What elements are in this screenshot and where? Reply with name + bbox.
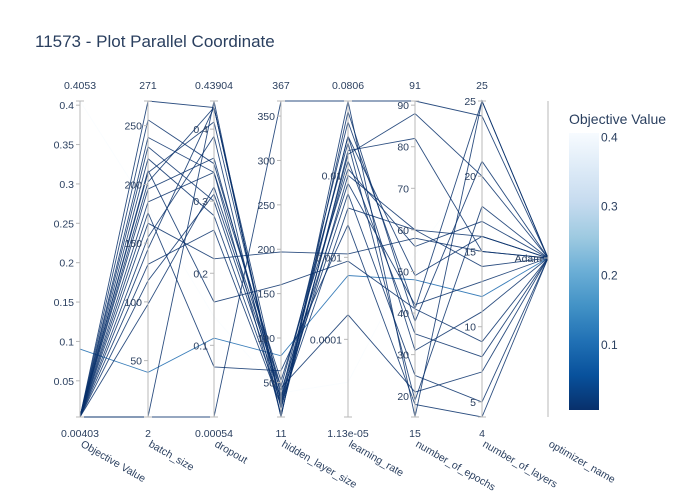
axis-range-max: 271 (139, 80, 157, 92)
trial-line-4 (79, 136, 549, 418)
chart-title: 11573 - Plot Parallel Coordinate (35, 32, 275, 51)
axis-tick-label: 0.3 (59, 179, 74, 191)
axis-label: learning_rate (347, 438, 406, 479)
axis-range-max: 25 (476, 80, 488, 92)
axis-tick-label: 100 (124, 297, 142, 309)
trial-line-11 (79, 211, 549, 418)
axis-range-min: 0.00403 (61, 428, 99, 440)
axis-4: 0.0001 0.001 0.01 0.0806 1.13e-05learning_ra… (310, 80, 406, 479)
axis-tick-label: 0.4 (193, 124, 208, 136)
axis-tick-label: 80 (397, 142, 409, 154)
axis-tick-label: 0.4 (59, 100, 74, 112)
axis-tick-label: 0.2 (59, 258, 74, 270)
colorbar-tick-label: 0.4 (601, 131, 618, 145)
axis-tick-label: 100 (257, 333, 275, 345)
colorbar-gradient (569, 133, 599, 410)
colorbar-tick-label: 0.2 (601, 269, 618, 283)
axis-tick-label: 20 (397, 391, 409, 403)
axis-label: Objective Value (79, 438, 148, 485)
axis-tick-label: 350 (257, 111, 275, 123)
axis-range-max: 367 (272, 80, 290, 92)
axis-tick-label: 50 (130, 356, 142, 368)
axis-range-min: 2 (145, 428, 151, 440)
axis-tick-label: 0.05 (54, 376, 75, 388)
axis-range-max: 91 (409, 80, 421, 92)
trial-line-13 (79, 109, 549, 418)
axis-tick-label: 0.1 (59, 336, 74, 348)
axis-tick-label: 300 (257, 155, 275, 167)
axis-tick-label: 150 (257, 289, 275, 301)
axis-tick-label: 250 (257, 200, 275, 212)
axis-tick-label: 70 (397, 183, 409, 195)
colorbar: Objective Value 0.1 0.2 0.3 0.4 (569, 111, 666, 410)
axis-tick-label: 0.25 (54, 218, 75, 230)
axis-label: batch_size (147, 438, 197, 474)
axis-tick-label: 200 (257, 244, 275, 256)
trial-line-16 (79, 182, 549, 418)
axis-tick-label: 0.3 (193, 196, 208, 208)
axis-range-max: 0.4053 (64, 80, 96, 92)
axis-range-min: 15 (409, 428, 421, 440)
axis-range-min: 11 (276, 428, 287, 440)
trial-line-6 (79, 157, 549, 418)
axis-range-min: 0.00054 (195, 428, 233, 440)
colorbar-tick-label: 0.3 (601, 200, 618, 214)
colorbar-title: Objective Value (569, 111, 666, 127)
axis-tick-label: 150 (124, 238, 142, 250)
axis-tick-label: 10 (464, 322, 476, 334)
axis-tick-label: 90 (397, 100, 409, 112)
trial-lines (79, 99, 549, 418)
trial-line-1 (79, 257, 549, 373)
trial-line-14 (79, 106, 549, 418)
trial-line-9 (79, 134, 549, 418)
trial-line-19 (79, 185, 549, 418)
axis-range-max: 0.0806 (332, 80, 364, 92)
axis-0: 0.05 0.1 0.15 0.2 0.25 0.3 0.35 0.4 0.4053 0.0040… (54, 80, 148, 485)
trial-line-20 (79, 121, 549, 418)
trial-line-12 (79, 222, 549, 418)
axis-tick-label: 0.01 (322, 170, 343, 182)
axis-tick-label: 40 (397, 308, 409, 320)
axis-tick-label: 0.1 (193, 340, 208, 352)
trial-line-5 (79, 146, 549, 418)
axis-range-min: 4 (479, 428, 485, 440)
trial-line-7 (79, 169, 549, 418)
axis-tick-label: 60 (397, 225, 409, 237)
axis-tick-label: 0.2 (193, 268, 208, 280)
axis-tick-label: 0.001 (316, 252, 342, 264)
axis-tick-label: 0.0001 (310, 334, 342, 346)
axis-tick-label: 0.35 (54, 140, 75, 152)
axis-tick-label: 200 (124, 179, 142, 191)
axis-label: dropout (213, 438, 250, 466)
trial-line-17 (80, 100, 549, 418)
trial-line-0 (79, 100, 549, 394)
axis-tick-label: 50 (397, 266, 409, 278)
axis-tick-label: 50 (263, 377, 275, 389)
axis-tick-label: 15 (464, 246, 476, 258)
axis-range-max: 0.43904 (195, 80, 233, 92)
axis-tick-label: 0.15 (54, 297, 75, 309)
colorbar-tick-label: 0.1 (601, 338, 618, 352)
axis-tick-label: 20 (464, 171, 476, 183)
axis-range-min: 1.13e-05 (327, 428, 369, 440)
axis-tick-label: 30 (397, 350, 409, 362)
axis-tick-label: 5 (470, 397, 476, 409)
axis-tick-label: 250 (124, 121, 142, 133)
trial-line-15 (79, 134, 549, 418)
axis-tick-label: Adam (515, 253, 543, 265)
axis-tick-label: 25 (464, 96, 476, 108)
trial-line-18 (80, 99, 549, 418)
